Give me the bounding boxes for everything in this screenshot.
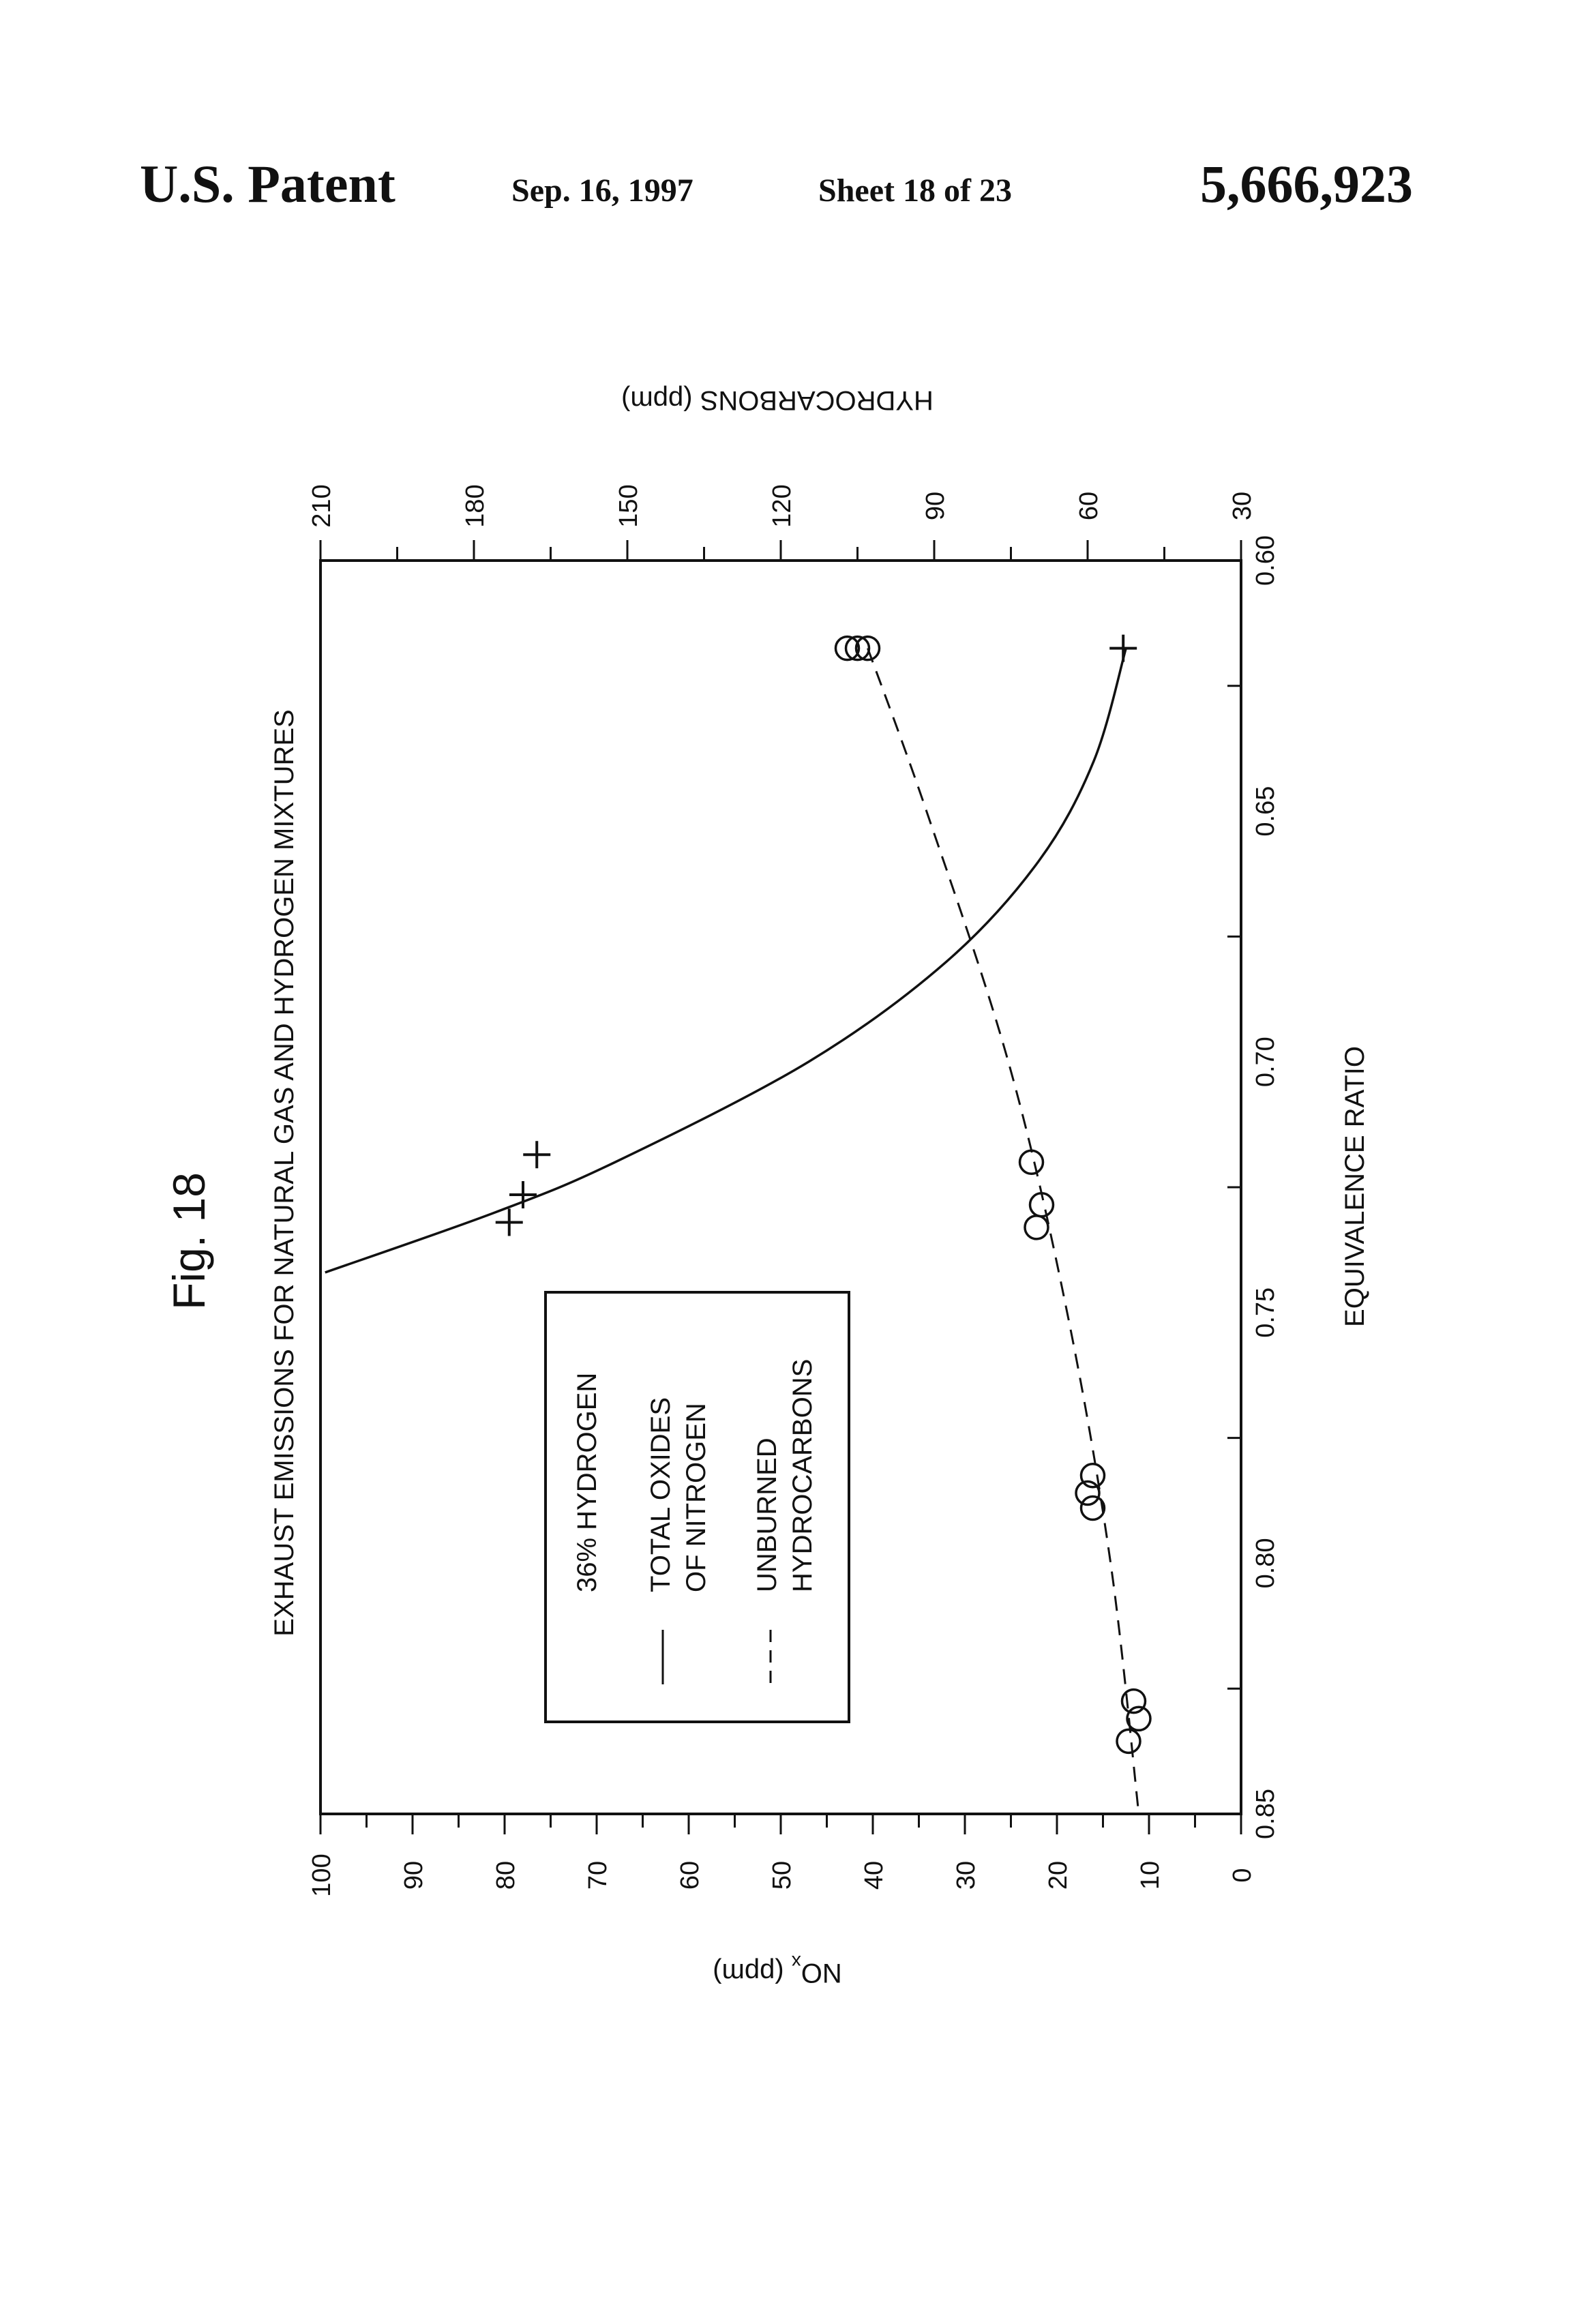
x-tick-label: 0.85 [1251,1789,1280,1839]
right-axis-tick-label: 60 [1075,492,1103,520]
right-axis-tick-label: 210 [308,484,336,527]
x-axis-label: EQUIVALENCE RATIO [1340,1046,1370,1327]
legend-nox-line2: OF NITROGEN [681,1403,711,1592]
hydrocarbon-point-marker [846,637,869,660]
legend-nox-line1: TOTAL OXIDES [646,1397,676,1592]
x-axis-tick-labels: 0.60 0.65 0.70 0.75 0.80 0.85 [1251,535,1280,1839]
left-axis-tick-label: 0 [1228,1868,1257,1882]
nox-series-line [325,649,1126,1272]
left-axis-tick-label: 70 [584,1861,612,1890]
x-tick-label: 0.75 [1251,1287,1280,1338]
left-axis-label-main: NO [801,1958,842,1988]
left-axis-tick-label: 90 [400,1861,428,1890]
left-axis-tick-label: 50 [768,1861,796,1890]
legend-title: 36% HYDROGEN [572,1373,602,1592]
left-axis-tick-label: 20 [1044,1861,1073,1890]
hydrocarbon-point-marker [1025,1216,1048,1239]
right-axis-tick-label: 30 [1228,492,1257,520]
left-axis-label-sub: x [792,1952,801,1973]
hydrocarbon-point-marker [1081,1497,1105,1520]
nox-point-marker [496,1208,523,1236]
right-axis-tick-labels: 30 60 90 120 150 180 210 [308,484,1257,527]
legend: 36% HYDROGEN TOTAL OXIDES OF NITROGEN UN… [546,1292,849,1722]
svg-text:NOx (ppm): NOx (ppm) [713,1952,842,1988]
left-axis-tick-label: 30 [952,1861,981,1890]
nox-point-marker [1109,635,1137,662]
left-axis-ticks [320,1814,1241,1834]
left-axis-tick-label: 40 [860,1861,889,1890]
x-tick-label: 0.70 [1251,1037,1280,1087]
hydrocarbon-point-marker [1020,1150,1043,1174]
left-axis-label: NOx (ppm) [713,1952,842,1988]
x-tick-label: 0.65 [1251,786,1280,837]
right-axis-tick-label: 150 [614,484,643,527]
figure-label: Fig. 18 [164,1172,214,1310]
x-axis-ticks [1227,561,1241,1814]
x-tick-label: 0.80 [1251,1538,1280,1588]
right-axis-tick-label: 90 [921,492,950,520]
left-axis-tick-label: 60 [676,1861,704,1890]
left-axis-tick-label: 80 [492,1861,520,1890]
left-axis-tick-label: 100 [308,1853,336,1896]
hydrocarbon-series-line [868,649,1139,1814]
right-axis-label: HYDROCARBONS (ppm) [621,385,934,415]
legend-hc-line1: UNBURNED [752,1437,782,1592]
left-axis-tick-labels: 0 10 20 30 40 50 60 70 80 90 100 [308,1853,1257,1896]
right-axis-ticks [320,540,1241,561]
right-axis-tick-label: 180 [461,484,490,527]
left-axis-tick-label: 10 [1136,1861,1165,1890]
hydrocarbon-point-marker [1117,1729,1140,1753]
legend-hc-line2: HYDROCARBONS [788,1359,818,1592]
nox-point-marker [523,1141,550,1168]
hydrocarbon-series-markers [836,637,1151,1753]
chart-title: EXHAUST EMISSIONS FOR NATURAL GAS AND HY… [269,709,299,1636]
nox-series-markers [496,635,1137,1236]
x-tick-label: 0.60 [1251,535,1280,586]
left-axis-label-unit: (ppm) [713,1958,792,1988]
right-axis-tick-label: 120 [768,484,796,527]
